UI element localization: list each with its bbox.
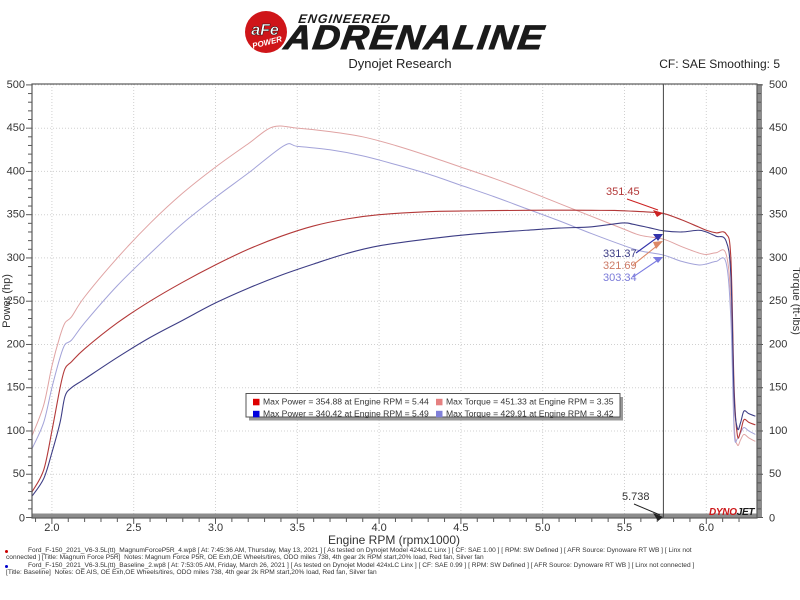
svg-text:Power (hp): Power (hp) [1,274,13,328]
svg-text:200: 200 [7,339,25,351]
svg-text:450: 450 [769,122,787,134]
svg-text:303.34: 303.34 [603,272,637,284]
svg-text:5.738: 5.738 [622,491,650,503]
svg-text:50: 50 [13,468,25,480]
svg-text:5.5: 5.5 [617,522,632,534]
svg-text:Max Torque = 429.91 at Engine: Max Torque = 429.91 at Engine RPM = 3.42 [446,408,614,418]
svg-text:0: 0 [769,512,775,524]
svg-text:2.0: 2.0 [44,522,59,534]
svg-text:3.0: 3.0 [208,522,223,534]
svg-text:350: 350 [769,209,787,221]
svg-text:5.0: 5.0 [535,522,550,534]
svg-text:450: 450 [7,122,25,134]
svg-text:Max Power = 340.42 at Engine R: Max Power = 340.42 at Engine RPM = 5.49 [263,408,429,418]
svg-text:150: 150 [769,382,787,394]
svg-text:400: 400 [7,165,25,177]
svg-text:3.5: 3.5 [290,522,305,534]
svg-text:50: 50 [769,468,781,480]
svg-text:Max Power = 354.88 at Engine R: Max Power = 354.88 at Engine RPM = 5.44 [263,396,429,406]
svg-text:2.5: 2.5 [126,522,141,534]
svg-text:150: 150 [7,382,25,394]
svg-text:Torque (ft-lbs): Torque (ft-lbs) [790,267,800,335]
svg-text:250: 250 [769,295,787,307]
svg-text:200: 200 [769,339,787,351]
svg-text:321.69: 321.69 [603,260,637,272]
svg-text:100: 100 [769,425,787,437]
svg-text:350: 350 [7,209,25,221]
svg-text:500: 500 [7,79,25,91]
svg-text:300: 300 [7,252,25,264]
svg-text:0: 0 [19,512,25,524]
svg-text:331.37: 331.37 [603,248,637,260]
svg-text:Max Torque = 451.33 at Engine: Max Torque = 451.33 at Engine RPM = 3.35 [446,396,614,406]
svg-text:6.0: 6.0 [699,522,714,534]
svg-text:300: 300 [769,252,787,264]
svg-text:Engine RPM (rpmx1000): Engine RPM (rpmx1000) [328,533,460,547]
svg-text:400: 400 [769,165,787,177]
svg-text:500: 500 [769,79,787,91]
svg-text:DYNOJET: DYNOJET [709,507,755,518]
svg-text:351.45: 351.45 [606,186,640,198]
svg-text:100: 100 [7,425,25,437]
